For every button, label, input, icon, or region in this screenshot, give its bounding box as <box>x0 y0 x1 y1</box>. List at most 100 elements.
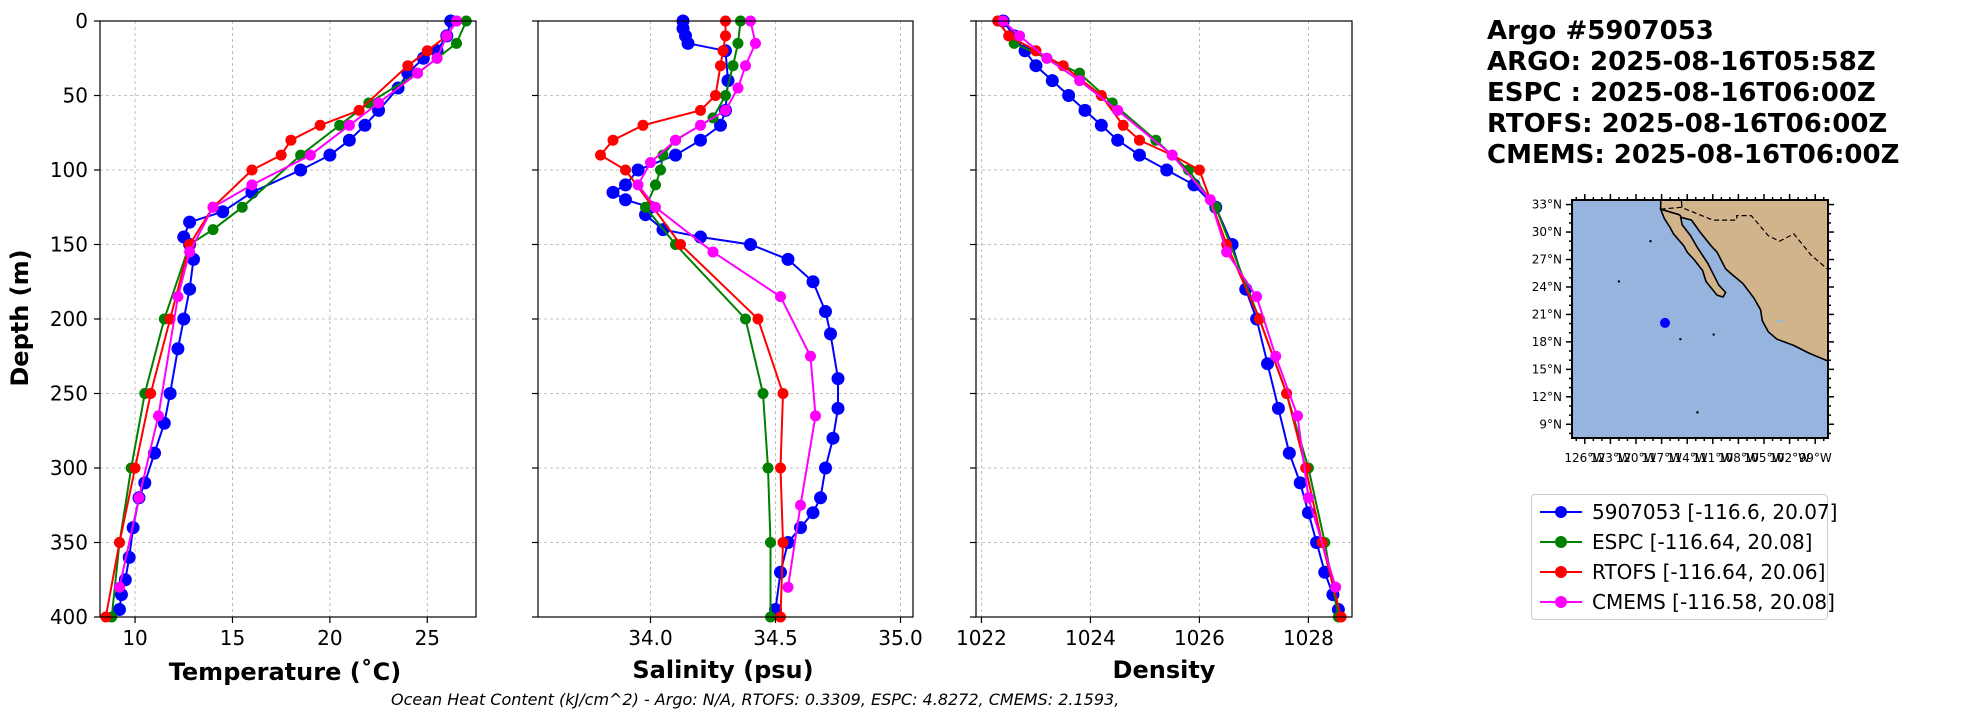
data-point-rtofs <box>620 164 631 176</box>
density-axis-label: Density <box>1113 656 1216 684</box>
data-point-espc <box>236 201 248 213</box>
data-point-cmems <box>1292 410 1304 422</box>
data-point-rtofs <box>285 134 297 146</box>
data-point-cmems <box>775 291 786 303</box>
data-point-argo <box>826 431 840 445</box>
data-point-argo <box>358 118 372 132</box>
map-lon-label: 120°W <box>1616 451 1657 465</box>
data-point-argo <box>714 118 727 132</box>
legend-marker-cmems <box>1540 587 1582 617</box>
data-point-argo <box>606 185 620 199</box>
map-lon-label: 102°W <box>1769 451 1810 465</box>
island <box>1696 411 1699 414</box>
y-tick-label: 0 <box>75 9 88 33</box>
data-point-cmems <box>720 104 731 116</box>
data-point-argo <box>342 133 356 147</box>
x-tick-label: 34.5 <box>753 626 798 650</box>
depth-axis-label: Depth (m) <box>6 249 34 386</box>
legend-marker-rtofs <box>1540 557 1582 587</box>
map-lat-label: 9°N <box>1539 417 1562 431</box>
data-point-rtofs <box>775 462 786 474</box>
salinity-axis-label: Salinity (psu) <box>632 656 813 684</box>
data-point-rtofs <box>145 388 157 399</box>
data-point-cmems <box>343 119 355 131</box>
island <box>1679 337 1682 341</box>
data-point-argo <box>1160 163 1174 177</box>
data-point-argo <box>824 327 837 341</box>
data-point-rtofs <box>637 119 649 131</box>
data-point-argo <box>814 491 827 505</box>
data-point-cmems <box>1330 581 1342 593</box>
data-point-espc <box>765 537 776 548</box>
data-point-cmems <box>184 246 196 258</box>
data-point-cmems <box>172 291 184 303</box>
data-point-rtofs <box>715 60 726 72</box>
x-tick-label: 1026 <box>1174 626 1225 650</box>
data-point-rtofs <box>1300 462 1312 474</box>
x-tick-label: 1028 <box>1283 626 1334 650</box>
data-point-rtofs <box>275 149 287 161</box>
data-point-argo <box>774 565 787 579</box>
data-point-cmems <box>1014 30 1026 42</box>
data-point-argo <box>294 163 308 177</box>
data-point-cmems <box>1166 149 1178 161</box>
y-tick-label: 50 <box>63 84 88 108</box>
map-lat-label: 33°N <box>1532 198 1562 212</box>
data-point-argo <box>669 148 682 162</box>
x-tick-label: 1024 <box>1065 626 1116 650</box>
data-point-argo <box>1293 476 1307 490</box>
data-point-rtofs <box>695 104 706 116</box>
legend-marker-espc <box>1540 527 1582 557</box>
y-tick-label: 250 <box>50 382 88 406</box>
data-point-argo <box>619 178 632 192</box>
data-point-argo <box>681 36 695 50</box>
data-point-cmems <box>740 60 751 72</box>
data-point-cmems <box>441 30 453 42</box>
series-line-cmems <box>636 20 817 588</box>
x-tick-label: 25 <box>415 626 440 650</box>
data-point-rtofs <box>1003 30 1015 42</box>
series-line-rtofs <box>598 21 785 618</box>
map-lat-label: 24°N <box>1532 280 1562 294</box>
map-lon-label: 126°W <box>1564 451 1605 465</box>
data-point-argo <box>831 372 845 386</box>
data-point-cmems <box>133 492 145 504</box>
data-point-cmems <box>632 179 644 191</box>
data-point-rtofs <box>717 45 729 57</box>
map-lon-label: 123°W <box>1590 451 1631 465</box>
map-lat-label: 12°N <box>1532 390 1562 404</box>
map-lat-label: 27°N <box>1532 253 1562 267</box>
y-tick-label: 350 <box>50 531 88 555</box>
legend-label: CMEMS [-116.58, 20.08] <box>1592 590 1835 614</box>
data-point-rtofs <box>402 60 414 72</box>
data-point-argo <box>1271 401 1285 415</box>
data-point-cmems <box>650 201 661 213</box>
map-lon-label: 105°W <box>1744 451 1785 465</box>
data-point-espc <box>727 60 739 72</box>
legend-item-cmems: CMEMS [-116.58, 20.08] <box>1540 587 1835 617</box>
data-point-espc <box>1183 164 1195 176</box>
data-point-rtofs <box>777 537 789 548</box>
legend: 5907053 [-116.6, 20.07] ESPC [-116.64, 2… <box>1531 494 1837 620</box>
ocean-heat-content-note: Ocean Heat Content (kJ/cm^2) - Argo: N/A… <box>391 690 1120 709</box>
y-tick-label: 300 <box>50 456 88 480</box>
data-point-argo <box>819 305 832 319</box>
data-point-argo <box>1282 446 1296 460</box>
data-point-argo <box>323 148 337 162</box>
data-point-espc <box>657 149 669 161</box>
data-point-cmems <box>1074 75 1086 87</box>
data-point-cmems <box>113 581 125 593</box>
title-block: Argo #5907053 ARGO: 2025-08-16T05:58Z ES… <box>1487 16 1899 171</box>
data-point-espc <box>757 388 769 399</box>
data-point-rtofs <box>129 462 141 474</box>
data-point-cmems <box>304 149 316 161</box>
data-point-rtofs <box>353 104 365 116</box>
data-point-espc <box>650 179 661 191</box>
data-point-argo <box>183 215 197 229</box>
data-point-cmems <box>1041 52 1053 64</box>
data-point-argo <box>694 133 707 147</box>
density-panel: 1022 1024 1026 1028 <box>956 14 1353 650</box>
lake <box>1775 319 1783 323</box>
data-point-cmems <box>152 410 164 422</box>
